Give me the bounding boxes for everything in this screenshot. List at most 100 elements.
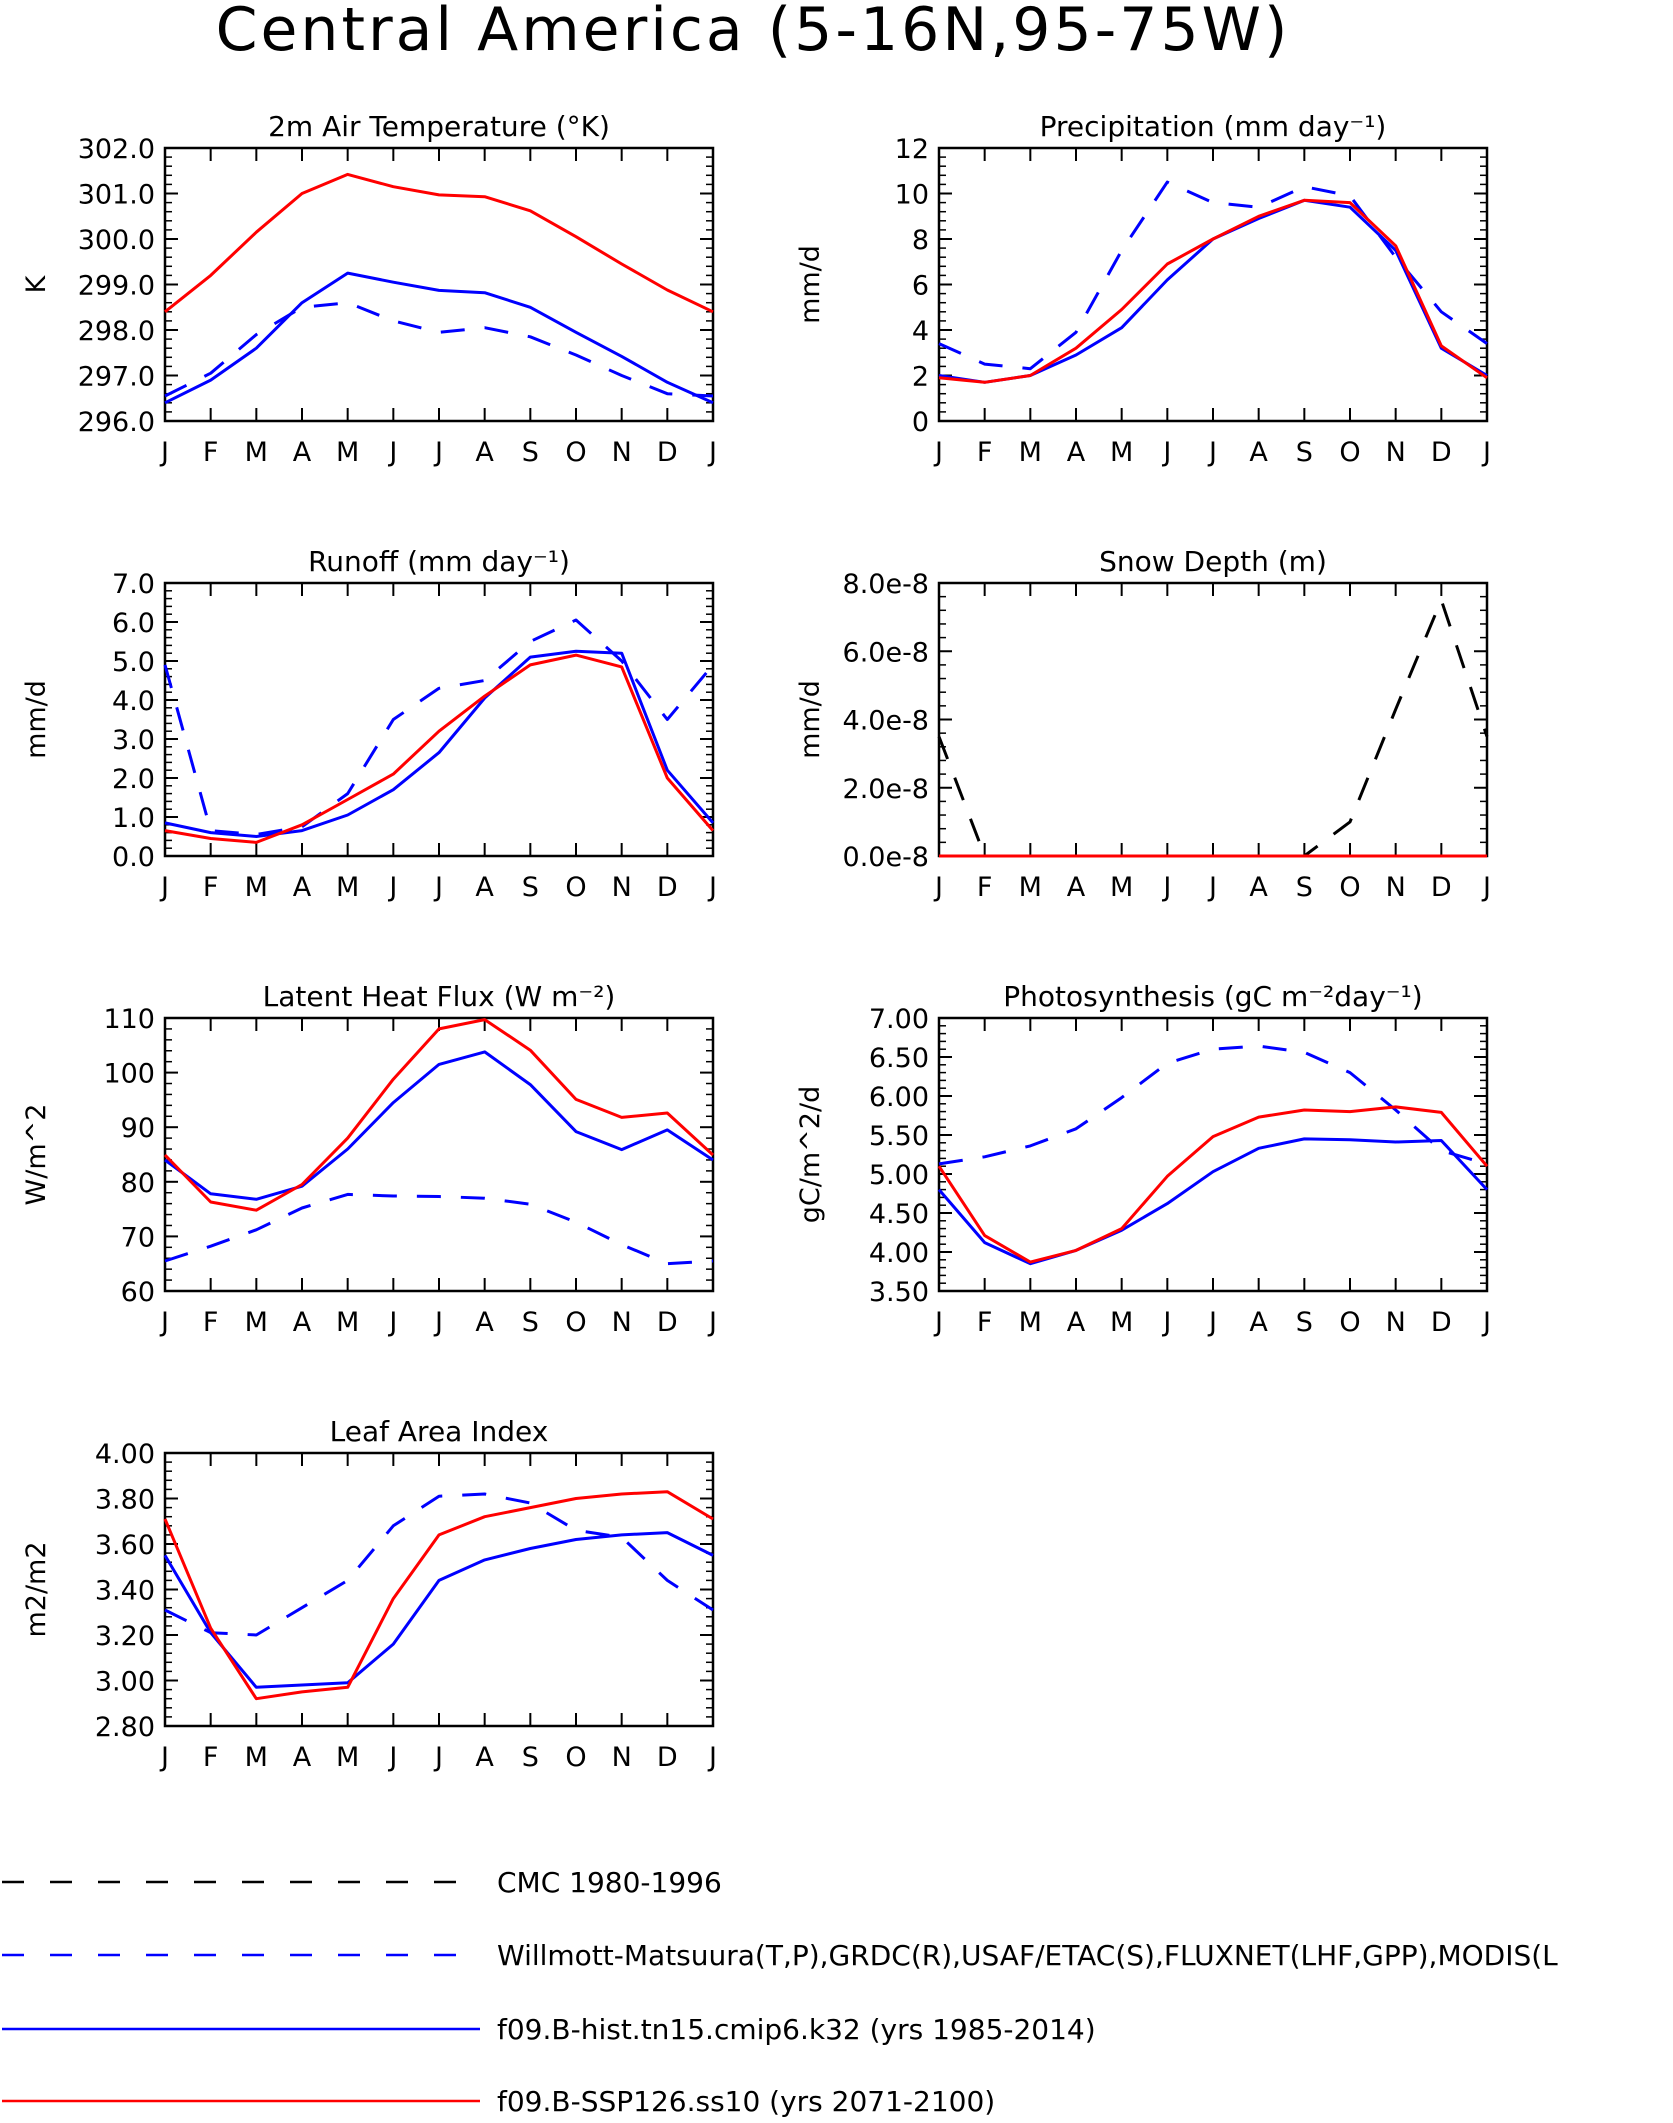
x-tick-label: N bbox=[1386, 872, 1406, 903]
x-tick-label: J bbox=[387, 1742, 397, 1773]
y-tick-label: 3.80 bbox=[95, 1485, 155, 1516]
main-title: Central America (5-16N,95-75W) bbox=[216, 0, 1291, 65]
x-tick-label: M bbox=[245, 1742, 268, 1773]
plot-frame bbox=[937, 581, 1489, 858]
y-tick-label: 3.50 bbox=[869, 1277, 929, 1308]
y-tick-label: 0.0 bbox=[112, 842, 155, 873]
series-line-ssp bbox=[937, 1105, 1489, 1264]
y-tick-label: 5.00 bbox=[869, 1160, 929, 1191]
x-tick-label: D bbox=[657, 872, 678, 903]
x-tick-label: F bbox=[203, 1307, 219, 1338]
x-tick-label: A bbox=[1249, 872, 1268, 903]
x-tick-label: A bbox=[475, 437, 494, 468]
y-tick-label: 4.0e-8 bbox=[843, 706, 929, 737]
x-tick-label: M bbox=[1110, 872, 1133, 903]
y-tick-label: 6 bbox=[912, 271, 929, 302]
x-tick-label: M bbox=[1019, 437, 1042, 468]
panel-title: Photosynthesis (gC m⁻²day⁻¹) bbox=[1003, 980, 1422, 1013]
panel-title: Latent Heat Flux (W m⁻²) bbox=[263, 980, 616, 1013]
y-tick-label: 6.0 bbox=[112, 608, 155, 639]
y-tick-label: 4.00 bbox=[869, 1238, 929, 1269]
legend: CMC 1980-1996 Willmott-Matsuura(T,P),GRDC… bbox=[2, 1866, 1558, 2118]
panel-4: Snow Depth (m)J F M A M J J A S O N D J0.0e-82.0e-84… bbox=[795, 545, 1491, 903]
series-line-ssp bbox=[164, 172, 714, 314]
x-tick-label: F bbox=[977, 437, 993, 468]
x-tick-label: M bbox=[336, 1742, 359, 1773]
x-tick-label: S bbox=[522, 437, 539, 468]
x-tick-label: A bbox=[293, 437, 312, 468]
series-line-hist bbox=[937, 1137, 1489, 1266]
x-tick-label: M bbox=[1019, 872, 1042, 903]
series-line-obs bbox=[164, 1192, 714, 1266]
series-line-obs bbox=[163, 618, 715, 836]
x-tick-label: A bbox=[475, 872, 494, 903]
legend-label-obs: Willmott-Matsuura(T,P),GRDC(R),USAF/ETAC… bbox=[497, 1939, 1558, 1972]
y-tick-label: 60 bbox=[121, 1277, 155, 1308]
x-tick-label: N bbox=[612, 437, 632, 468]
x-tick-label: A bbox=[293, 1307, 312, 1338]
x-tick-label: M bbox=[1110, 437, 1133, 468]
y-tick-label: 3.40 bbox=[95, 1576, 155, 1607]
x-tick-label: J bbox=[707, 1742, 717, 1773]
y-tick-label: 70 bbox=[121, 1222, 155, 1253]
x-tick-label: J bbox=[433, 872, 443, 903]
y-tick-label: 80 bbox=[121, 1168, 155, 1199]
panel-title: 2m Air Temperature (°K) bbox=[268, 110, 610, 143]
x-tick-label: M bbox=[245, 1307, 268, 1338]
panel-title: Leaf Area Index bbox=[330, 1415, 549, 1448]
x-tick-label: O bbox=[565, 1742, 586, 1773]
x-tick-label: J bbox=[387, 437, 397, 468]
y-tick-label: 90 bbox=[121, 1113, 155, 1144]
x-tick-label: J bbox=[159, 1307, 169, 1338]
x-tick-label: D bbox=[657, 1307, 678, 1338]
x-tick-label: J bbox=[433, 1307, 443, 1338]
x-tick-label: J bbox=[387, 872, 397, 903]
x-tick-label: J bbox=[159, 872, 169, 903]
x-tick-label: F bbox=[977, 1307, 993, 1338]
x-tick-label: O bbox=[1339, 872, 1360, 903]
x-tick-label: M bbox=[1110, 1307, 1133, 1338]
y-tick-label: 8.0e-8 bbox=[843, 569, 929, 600]
panel-title: Snow Depth (m) bbox=[1099, 545, 1327, 578]
series-line-obs bbox=[164, 301, 714, 398]
x-tick-label: N bbox=[1386, 1307, 1406, 1338]
y-tick-label: 6.00 bbox=[869, 1082, 929, 1113]
x-tick-label: N bbox=[1386, 437, 1406, 468]
x-tick-label: J bbox=[159, 1742, 169, 1773]
panel-title: Runoff (mm day⁻¹) bbox=[308, 545, 570, 578]
y-tick-label: 100 bbox=[103, 1059, 155, 1090]
panel-3: Runoff (mm day⁻¹)J F M A M J J A S O N D J0.01.02.03… bbox=[21, 545, 717, 903]
series-line-hist bbox=[164, 1050, 714, 1201]
x-tick-label: A bbox=[475, 1742, 494, 1773]
x-tick-label: A bbox=[1249, 1307, 1268, 1338]
x-tick-label: F bbox=[977, 872, 993, 903]
x-tick-label: A bbox=[1067, 1307, 1086, 1338]
y-axis-label: mm/d bbox=[21, 680, 52, 759]
y-tick-label: 5.0 bbox=[112, 647, 155, 678]
y-tick-label: 7.00 bbox=[869, 1004, 929, 1035]
x-tick-label: J bbox=[933, 1307, 943, 1338]
y-tick-label: 5.50 bbox=[869, 1121, 929, 1152]
y-tick-label: 2.0e-8 bbox=[843, 774, 929, 805]
y-tick-label: 2.80 bbox=[95, 1712, 155, 1743]
y-tick-label: 110 bbox=[103, 1004, 155, 1035]
y-tick-label: 12 bbox=[895, 134, 929, 165]
y-tick-label: 6.0e-8 bbox=[843, 637, 929, 668]
x-tick-label: O bbox=[1339, 437, 1360, 468]
y-tick-label: 297.0 bbox=[78, 362, 155, 393]
x-tick-label: N bbox=[612, 872, 632, 903]
x-tick-label: D bbox=[1431, 872, 1452, 903]
y-tick-label: 0.0e-8 bbox=[843, 842, 929, 873]
legend-label-hist: f09.B-hist.tn15.cmip6.k32 (yrs 1985-2014… bbox=[497, 2013, 1096, 2046]
x-tick-label: S bbox=[1296, 872, 1313, 903]
panel-5: Latent Heat Flux (W m⁻²)J F M A M J J A S O N D J607… bbox=[21, 980, 717, 1338]
x-tick-label: M bbox=[336, 437, 359, 468]
x-tick-label: M bbox=[1019, 1307, 1042, 1338]
y-tick-label: 2.0 bbox=[112, 764, 155, 795]
x-tick-label: S bbox=[522, 1307, 539, 1338]
y-axis-label: mm/d bbox=[795, 680, 826, 759]
x-tick-label: D bbox=[657, 1742, 678, 1773]
x-tick-label: A bbox=[293, 872, 312, 903]
